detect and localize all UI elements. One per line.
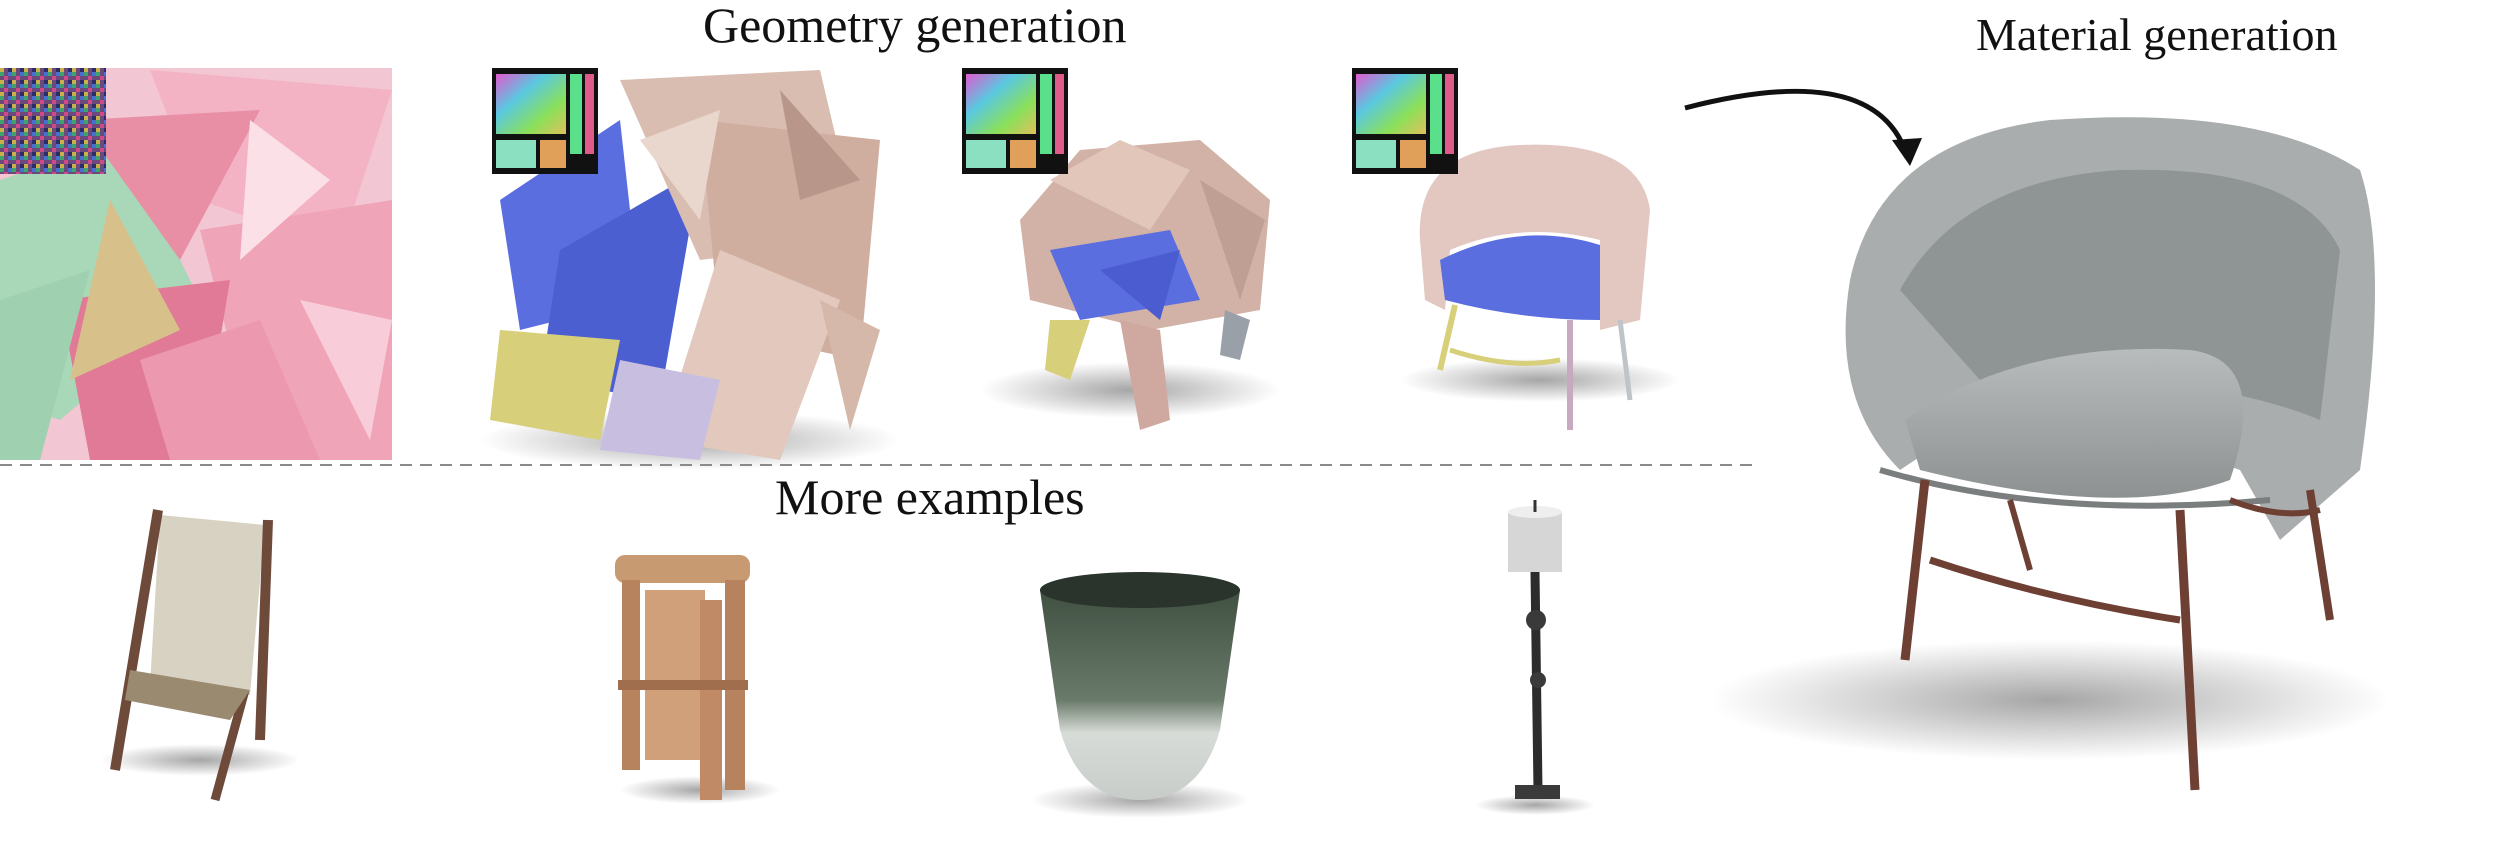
geometry-step-3-rough-chair [980,140,1280,430]
more-examples-title: More examples [775,469,1085,525]
noise-texture-icon [0,68,106,174]
uv-atlas-icon [1352,68,1458,174]
example-easel-chair [100,509,300,802]
geometry-generation-title: Geometry generation [703,0,1127,53]
example-pot [1030,572,1250,818]
example-stool [615,555,780,804]
uv-atlas-icon [492,68,598,174]
geometry-step-4-clean-chair [1400,144,1680,430]
example-floor-lamp [1475,500,1595,815]
uv-atlas-icon [962,68,1068,174]
geometry-step-2-triangle-soup [480,70,900,470]
curved-arrow-icon [1684,88,1922,166]
geometry-step-1-polygon-soup [0,68,392,460]
material-generation-gray-chair [1710,117,2390,791]
material-generation-title: Material generation [1976,9,2338,60]
